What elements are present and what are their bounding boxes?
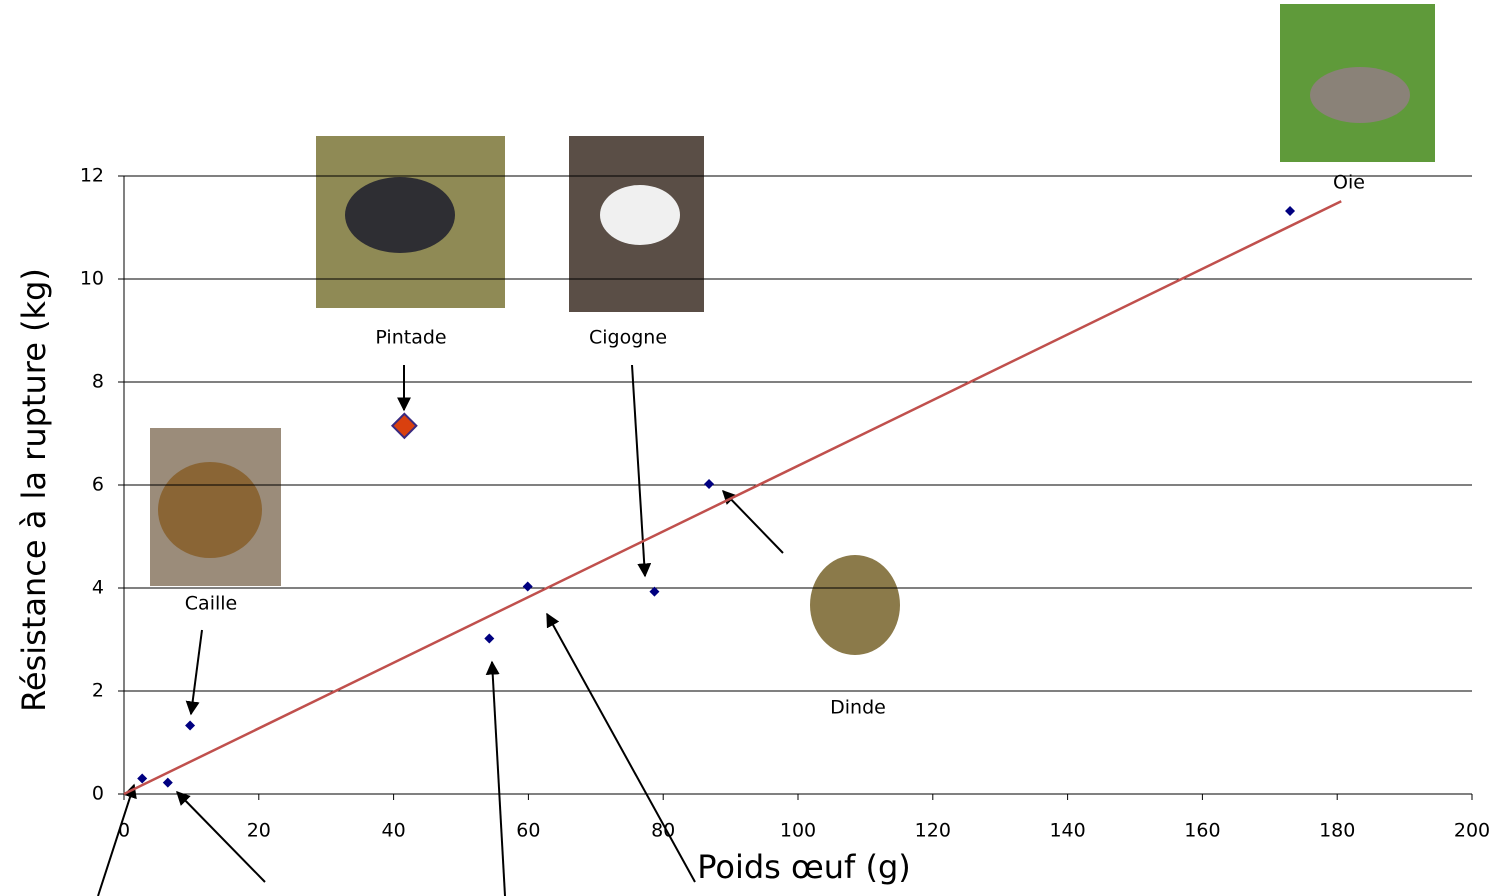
trendline (124, 201, 1341, 794)
point (1285, 206, 1295, 216)
x-tick-label: 100 (780, 820, 816, 842)
annotation: Pintade (375, 327, 446, 349)
y-tick-label: 4 (92, 577, 104, 599)
x-tick-label: 20 (247, 820, 271, 842)
photo-shape (345, 177, 455, 253)
photo-dinde (810, 555, 900, 655)
point (185, 721, 195, 731)
point (163, 778, 173, 788)
x-tick-label: 80 (651, 820, 675, 842)
annotation: Cigogne (589, 327, 667, 349)
x-tick-label: 120 (915, 820, 951, 842)
photos (150, 4, 1435, 655)
x-tick-label: 60 (516, 820, 540, 842)
x-axis-title: Poids œuf (g) (697, 848, 911, 886)
photo-shape (158, 462, 262, 558)
annotation: Caille (185, 593, 237, 615)
photo-shape (600, 185, 680, 245)
y-tick-label: 10 (80, 268, 104, 290)
arrow (723, 491, 783, 553)
y-tick-label: 6 (92, 474, 104, 496)
arrow (492, 662, 505, 896)
y-tick-label: 0 (92, 783, 104, 805)
y-axis-title: Résistance à la rupture (kg) (15, 268, 53, 712)
arrow (547, 614, 695, 882)
x-tick-label: 40 (382, 820, 406, 842)
point (484, 633, 494, 643)
y-tick-label: 12 (80, 165, 104, 187)
x-tick-label: 140 (1049, 820, 1085, 842)
highlighted-point (392, 414, 416, 438)
photo-shape (1310, 67, 1410, 123)
annotation: Dinde (830, 697, 886, 719)
chart: Poids œuf (g) Résistance à la rupture (k… (0, 0, 1499, 896)
point (523, 581, 533, 591)
x-tick-label: 200 (1454, 820, 1490, 842)
arrow (191, 630, 202, 714)
annotation: Oie (1333, 172, 1365, 194)
point (704, 479, 714, 489)
x-tick-label: 0 (118, 820, 130, 842)
y-tick-label: 8 (92, 371, 104, 393)
x-tick-label: 180 (1319, 820, 1355, 842)
y-tick-label: 2 (92, 680, 104, 702)
x-tick-label: 160 (1184, 820, 1220, 842)
